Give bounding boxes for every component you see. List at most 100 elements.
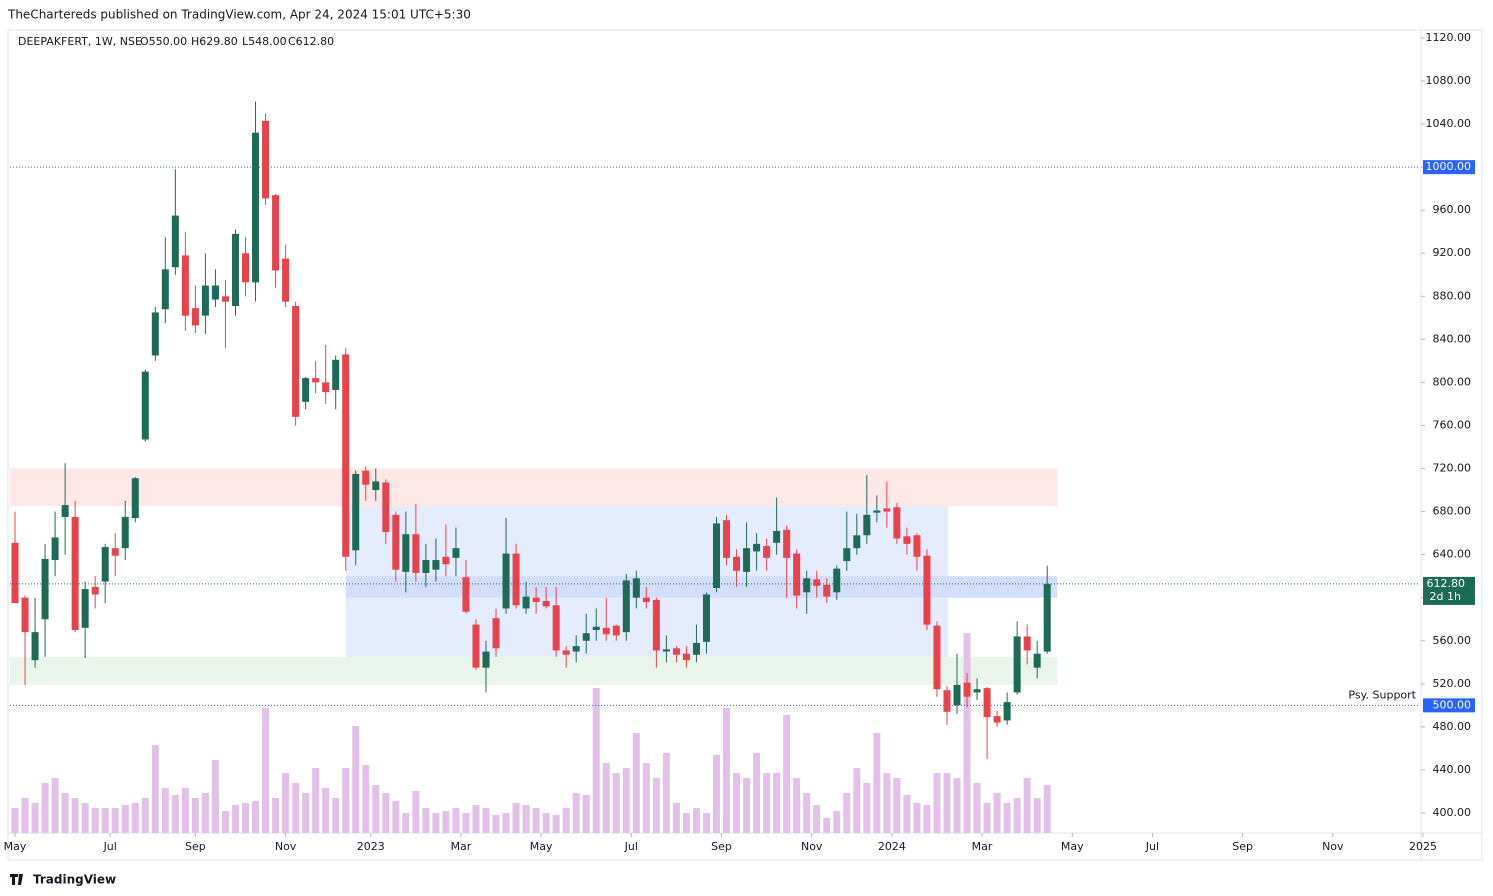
volume-bar (733, 773, 741, 833)
volume-bar (823, 818, 831, 833)
countdown: 2d 1h (1430, 590, 1461, 603)
candle-body (342, 354, 350, 557)
candle-body (402, 534, 410, 572)
y-tick-label: 520.00 (1433, 677, 1472, 690)
candle-body (292, 305, 300, 417)
volume-bar (312, 768, 320, 833)
candle-body (803, 578, 811, 593)
volume-bar (21, 798, 29, 833)
candle-body (392, 514, 400, 570)
volume-bar (342, 768, 350, 833)
candle-body (903, 536, 911, 544)
volume-bar (562, 808, 570, 833)
volume-bar (502, 813, 510, 833)
candle-body (352, 473, 360, 551)
volume-bar (532, 808, 540, 833)
volume-bar (422, 808, 430, 833)
x-tick-label: Mar (972, 840, 993, 853)
zone (10, 656, 1058, 685)
candle-body (462, 577, 470, 612)
candle-body (933, 625, 941, 690)
volume-bar (382, 793, 390, 833)
symbol: DEEPAKFERT, 1W, NSE (18, 35, 142, 48)
candle-body (702, 594, 710, 642)
volume-bar (252, 801, 260, 833)
candle-body (432, 560, 440, 570)
candle-body (151, 312, 159, 356)
volume-bar (953, 778, 961, 833)
level-label: 500.00 (1433, 698, 1472, 711)
volume-bar (211, 760, 219, 833)
candle-body (71, 516, 79, 630)
candle-body (983, 688, 991, 718)
last-price-tag (1423, 576, 1475, 605)
level-label: 1000.00 (1426, 160, 1472, 173)
volume-bar (773, 773, 781, 833)
candle-body (913, 535, 921, 557)
y-tick-label: 1120.00 (1426, 31, 1472, 44)
y-tick-label: 840.00 (1433, 332, 1472, 345)
volume-bar (61, 793, 69, 833)
candle-body (1013, 636, 1021, 693)
zone (345, 576, 1058, 598)
volume-bar (522, 805, 530, 833)
last-price-label: 612.80 (1427, 577, 1466, 590)
candle-body (372, 481, 380, 491)
candle-body (753, 543, 761, 552)
volume-bar (803, 793, 811, 833)
volume-bar (362, 765, 370, 833)
candle-body (472, 624, 480, 668)
volume-bar (31, 803, 39, 833)
candle-body (81, 589, 89, 628)
volume-bar (111, 808, 119, 833)
x-tick-label: Sep (185, 840, 206, 853)
candle-body (652, 599, 660, 651)
ohlc-close: C612.80 (288, 35, 334, 48)
volume-bar (41, 783, 49, 833)
volume-bar (943, 773, 951, 833)
candle-body (272, 195, 280, 271)
volume-bar (973, 783, 981, 833)
x-tick-label: May (530, 840, 553, 853)
volume-bar (863, 783, 871, 833)
volume-bar (352, 726, 360, 833)
candle-body (51, 537, 59, 561)
volume-bar (753, 753, 761, 833)
candle-body (773, 530, 781, 543)
candle-body (733, 556, 741, 571)
candle-body (893, 507, 901, 539)
volume-bar (372, 785, 380, 833)
candle-body (512, 553, 520, 606)
volume-bar (181, 788, 189, 833)
candle-body (763, 546, 771, 558)
candle-body (211, 285, 219, 300)
y-tick-label: 1040.00 (1426, 117, 1472, 130)
ohlc-high: H629.80 (191, 35, 238, 48)
volume-bar (171, 795, 179, 833)
volume-bar (983, 803, 991, 833)
candle-body (923, 555, 931, 625)
volume-bar (883, 773, 891, 833)
candle-body (883, 508, 891, 512)
candle-body (452, 548, 460, 558)
volume-bar (682, 813, 690, 833)
volume-bar (231, 805, 239, 833)
candle-body (161, 269, 169, 310)
candle-body (111, 548, 119, 556)
volume-bar (322, 788, 330, 833)
candle-body (302, 378, 310, 402)
candle-body (783, 529, 791, 558)
volume-bar (783, 715, 791, 833)
volume-bar (412, 791, 420, 833)
candle-body (201, 285, 209, 316)
candle-body (622, 580, 630, 633)
logo-icon (10, 874, 23, 885)
candle-body (332, 359, 340, 390)
y-tick-label: 960.00 (1433, 203, 1472, 216)
volume-bar (81, 803, 89, 833)
volume-bar (1013, 798, 1021, 833)
volume-bar (692, 808, 700, 833)
x-tick-label: Sep (711, 840, 732, 853)
candle-body (562, 650, 570, 655)
candle-body (873, 510, 881, 513)
